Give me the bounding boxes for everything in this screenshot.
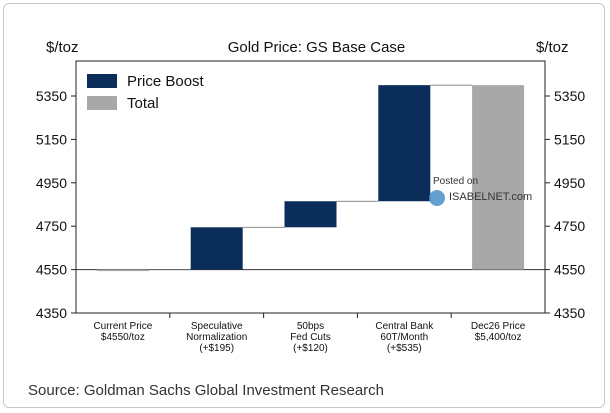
y-tick-label-right: 4950 bbox=[554, 175, 585, 191]
legend-label-1: Price Boost bbox=[127, 73, 205, 90]
category-label: Current Price bbox=[93, 321, 152, 332]
y-tick-label-left: 4950 bbox=[36, 175, 67, 191]
watermark-line1: Posted on bbox=[433, 176, 479, 187]
y-tick-label-left: 4350 bbox=[36, 305, 67, 321]
category-label: (+$120) bbox=[293, 343, 328, 354]
bar-3 bbox=[284, 201, 337, 228]
category-label: Speculative bbox=[191, 321, 243, 332]
y-tick-label-right: 5350 bbox=[554, 88, 585, 104]
watermark-line2: ISABELNET.com bbox=[449, 191, 533, 203]
chart-frame: Gold Price: GS Base Case $/toz $/toz 4350 43… bbox=[3, 3, 605, 408]
bar-5 bbox=[472, 85, 525, 270]
y-axis-label-right: $/toz bbox=[536, 39, 569, 56]
y-axis-label-left: $/toz bbox=[46, 39, 79, 56]
bar-4 bbox=[378, 85, 431, 202]
y-tick-label-left: 4750 bbox=[36, 218, 67, 234]
legend-swatch-1 bbox=[87, 74, 117, 88]
category-label: $4550/toz bbox=[101, 332, 145, 343]
category-label: Dec26 Price bbox=[471, 321, 526, 332]
category-label: Fed Cuts bbox=[290, 332, 331, 343]
y-tick-label-right: 4350 bbox=[554, 305, 585, 321]
chart-title: Gold Price: GS Base Case bbox=[228, 39, 406, 56]
globe-icon bbox=[429, 190, 445, 206]
y-tick-label-left: 4550 bbox=[36, 262, 67, 278]
category-label: Normalization bbox=[186, 332, 247, 343]
legend-swatch-2 bbox=[87, 96, 117, 110]
source-note: Source: Goldman Sachs Global Investment … bbox=[28, 382, 385, 399]
waterfall-chart: Gold Price: GS Base Case $/toz $/toz 4350 43… bbox=[36, 39, 586, 354]
legend-label-2: Total bbox=[127, 95, 159, 112]
y-tick-label-right: 5150 bbox=[554, 131, 585, 147]
bar-2 bbox=[190, 227, 243, 270]
y-tick-label-right: 4550 bbox=[554, 262, 585, 278]
category-label: 60T/Month bbox=[380, 332, 428, 343]
y-tick-label-left: 5150 bbox=[36, 131, 67, 147]
bar-1 bbox=[96, 269, 149, 272]
plot-area bbox=[75, 60, 546, 314]
y-tick-label-left: 5350 bbox=[36, 88, 67, 104]
category-label: $5,400/toz bbox=[475, 332, 522, 343]
category-label: 50bps bbox=[297, 321, 324, 332]
category-label: Central Bank bbox=[375, 321, 434, 332]
category-label: (+$535) bbox=[387, 343, 422, 354]
category-label: (+$195) bbox=[199, 343, 234, 354]
watermark: Posted on ISABELNET.com bbox=[429, 176, 559, 212]
y-tick-label-right: 4750 bbox=[554, 218, 585, 234]
